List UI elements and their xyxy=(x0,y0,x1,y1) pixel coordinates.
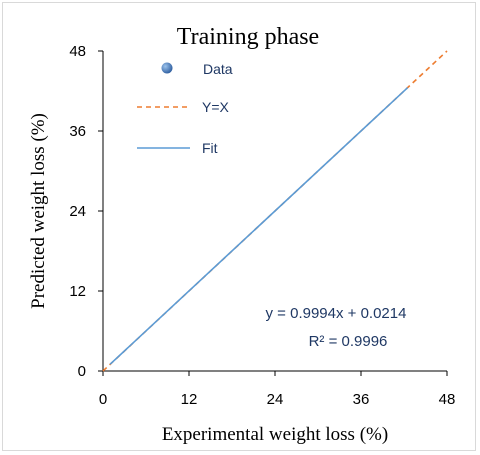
x-tick-label: 24 xyxy=(267,391,284,408)
fit-equation: y = 0.9994x + 0.0214 xyxy=(266,305,407,322)
x-tick-label: 12 xyxy=(181,391,198,408)
y-tick-label: 48 xyxy=(69,43,86,60)
legend: Data Y=X Fit xyxy=(137,61,233,156)
y-tick-label: 0 xyxy=(78,363,86,380)
legend-data-marker xyxy=(161,62,173,74)
x-tick-label: 36 xyxy=(353,391,370,408)
chart-frame xyxy=(2,2,476,451)
x-tick-label: 48 xyxy=(439,391,456,408)
x-tick-label: 0 xyxy=(99,391,107,408)
legend-label-data: Data xyxy=(203,61,233,77)
y-tick-label: 36 xyxy=(69,123,86,140)
chart-title: Training phase xyxy=(177,24,319,50)
legend-label-fit: Fit xyxy=(202,140,218,156)
y-tick-label: 24 xyxy=(69,203,86,220)
y-tick-label: 12 xyxy=(69,283,86,300)
y-axis-label: Predicted weight loss (%) xyxy=(28,113,49,309)
r-squared-label: R² = 0.9996 xyxy=(309,333,388,350)
legend-label-yx: Y=X xyxy=(202,99,230,115)
series-line-fit xyxy=(109,87,409,365)
x-axis-label: Experimental weight loss (%) xyxy=(162,424,388,445)
